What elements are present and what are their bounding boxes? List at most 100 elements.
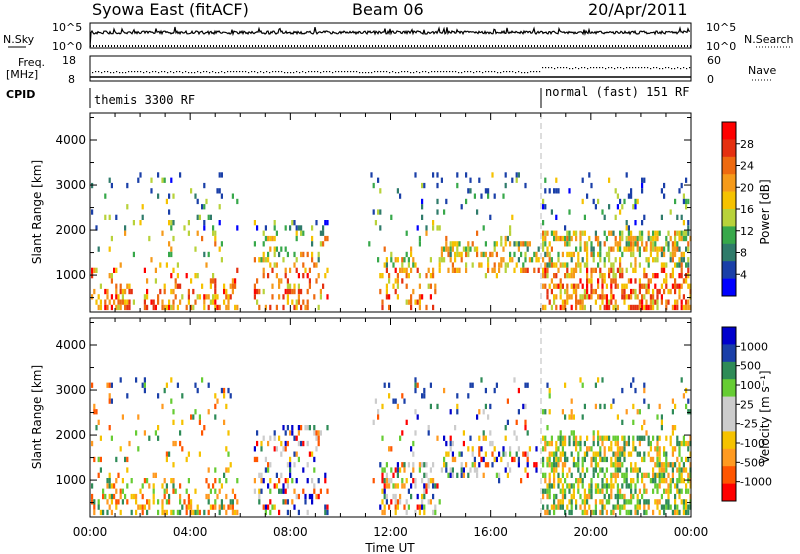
- power-cell: [236, 304, 239, 311]
- velocity-cell: [236, 478, 239, 484]
- power-cell: [685, 262, 688, 268]
- velocity-cell: [473, 456, 476, 463]
- freq-dot: [542, 67, 544, 69]
- power-cell: [634, 262, 637, 268]
- power-cell: [302, 230, 305, 236]
- power-cell: [394, 257, 397, 263]
- freq-dot: [527, 72, 529, 74]
- power-cell: [407, 257, 410, 263]
- velocity-cell: [385, 472, 388, 478]
- freq-dot: [410, 72, 412, 74]
- velocity-cell: [308, 425, 311, 431]
- velocity-cell: [676, 435, 679, 441]
- velocity-cell: [586, 509, 589, 516]
- power-cell: [550, 257, 553, 263]
- velocity-cell: [478, 446, 481, 452]
- power-cell: [201, 235, 204, 242]
- power-cell: [192, 304, 195, 311]
- power-cell: [665, 235, 668, 242]
- velocity-cell: [605, 456, 608, 463]
- velocity-cell: [682, 478, 685, 484]
- power-cell: [185, 304, 188, 311]
- power-cell: [579, 262, 582, 268]
- power-cell: [608, 230, 611, 236]
- freq-dot: [626, 67, 628, 69]
- velocity-cell: [456, 393, 459, 399]
- power-cell: [410, 304, 413, 311]
- nsearch-dot: [672, 45, 673, 47]
- power-cell: [293, 304, 296, 311]
- power-cell: [586, 246, 589, 252]
- colorbar-bin: [722, 191, 736, 210]
- velocity-cell: [108, 425, 111, 431]
- power-cell: [590, 267, 593, 273]
- velocity-cell: [643, 435, 646, 441]
- freq-dot: [404, 71, 406, 73]
- power-cell: [509, 257, 512, 263]
- power-cell: [124, 304, 127, 311]
- power-cell: [660, 188, 663, 194]
- velocity-cell: [308, 451, 311, 457]
- power-cell: [663, 193, 666, 199]
- velocity-cell: [621, 419, 624, 425]
- velocity-cell: [154, 430, 157, 436]
- power-cell: [196, 230, 199, 236]
- power-cell: [528, 257, 531, 263]
- power-cell: [575, 299, 578, 305]
- power-cell: [203, 304, 206, 311]
- velocity-cell: [597, 472, 600, 478]
- nsearch-dot: [561, 45, 562, 47]
- velocity-cell: [181, 393, 184, 399]
- velocity-cell: [253, 488, 256, 494]
- velocity-cell: [572, 493, 575, 500]
- power-cell: [579, 230, 582, 236]
- velocity-cell: [561, 451, 564, 457]
- power-cell: [627, 235, 630, 242]
- power-cell: [603, 294, 606, 300]
- velocity-cell: [654, 472, 657, 478]
- velocity-cell: [394, 499, 397, 505]
- velocity-cell: [403, 467, 406, 473]
- velocity-cell: [676, 509, 679, 516]
- velocity-cell: [612, 435, 615, 441]
- power-cell: [616, 193, 619, 199]
- velocity-cell: [572, 430, 575, 436]
- velocity-cell: [515, 451, 518, 457]
- velocity-cell: [198, 414, 201, 420]
- velocity-cell: [313, 467, 316, 473]
- power-cell: [671, 273, 674, 279]
- power-cell: [581, 257, 584, 263]
- power-cell: [643, 294, 646, 300]
- freq-dot: [302, 71, 304, 73]
- velocity-cell: [630, 483, 633, 489]
- power-cell: [390, 257, 393, 263]
- velocity-cell: [658, 509, 661, 516]
- power-cell: [623, 246, 626, 252]
- power-cell: [568, 273, 571, 279]
- velocity-cell: [165, 488, 168, 494]
- velocity-cell: [102, 509, 105, 516]
- velocity-cell: [669, 435, 672, 441]
- velocity-cell: [544, 435, 547, 441]
- velocity-cell: [207, 467, 210, 473]
- velocity-cell: [656, 483, 659, 489]
- velocity-cell: [317, 435, 320, 441]
- power-cell: [572, 251, 575, 258]
- velocity-cell: [638, 504, 641, 510]
- power-cell: [605, 304, 608, 311]
- nsearch-dot: [360, 45, 361, 47]
- power-cell: [687, 267, 690, 273]
- power-cell: [229, 283, 232, 289]
- velocity-cell: [227, 467, 230, 473]
- velocity-cell: [654, 446, 657, 452]
- velocity-cell: [669, 440, 672, 447]
- velocity-cell: [121, 488, 124, 494]
- power-cell: [561, 283, 564, 289]
- velocity-cell: [436, 403, 439, 410]
- velocity-cell: [634, 387, 637, 394]
- velocity-cell: [634, 462, 637, 468]
- velocity-cell: [489, 403, 492, 410]
- velocity-cell: [104, 493, 107, 500]
- freq-dot: [92, 72, 94, 74]
- freq-dot: [530, 71, 532, 73]
